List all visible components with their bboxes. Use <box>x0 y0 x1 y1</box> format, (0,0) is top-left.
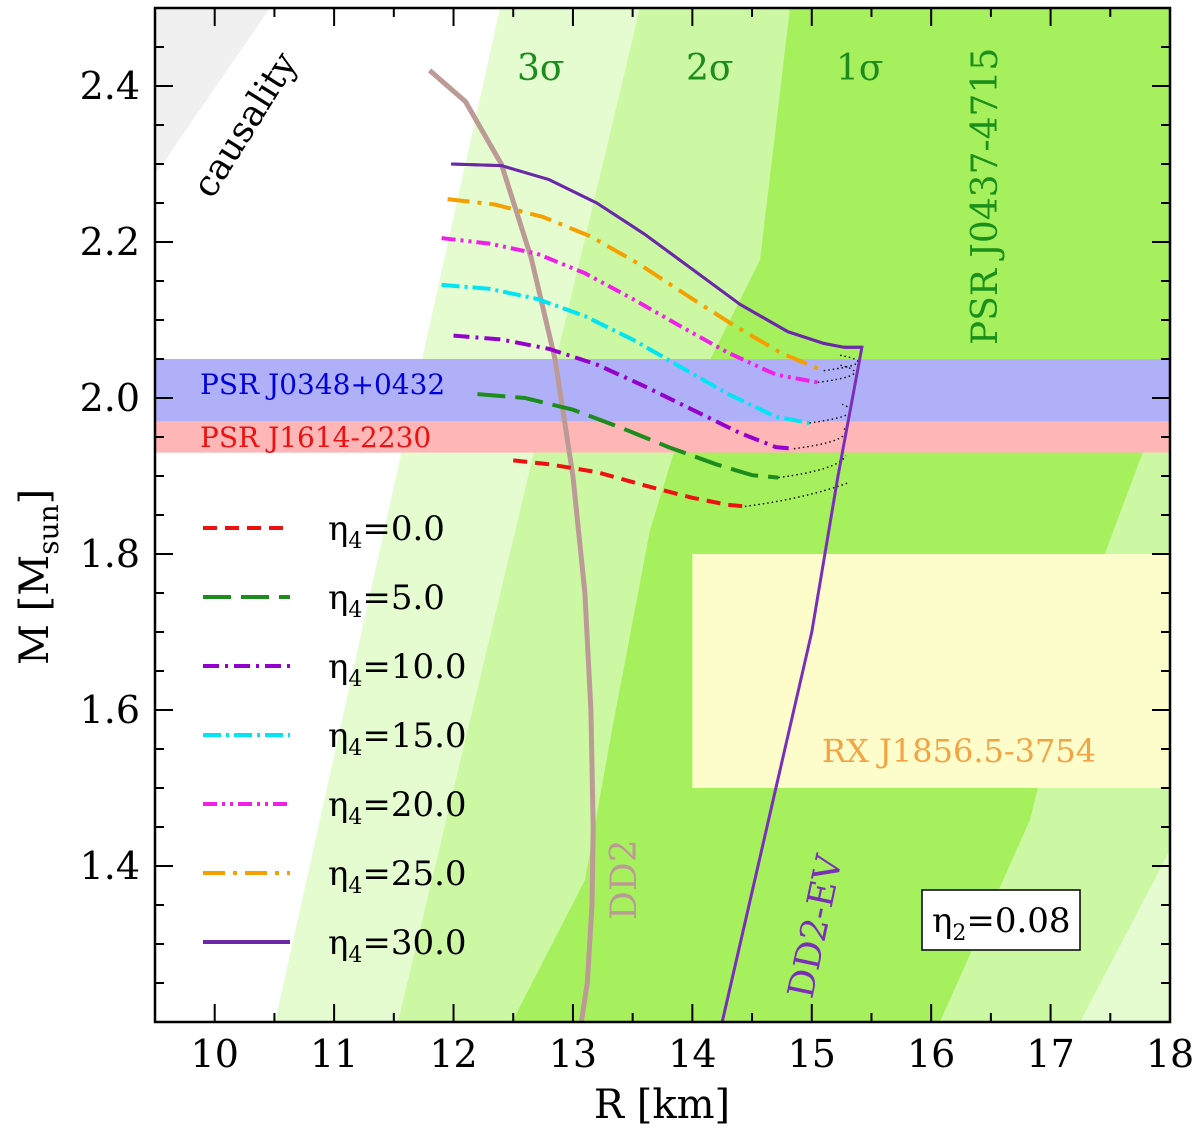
sigma2-label: 2σ <box>686 48 733 89</box>
x-tick-label: 12 <box>429 1032 477 1076</box>
series-line-eta4-6 <box>451 162 862 349</box>
legend-label: η4=5.0 <box>328 578 445 623</box>
sequence-connector <box>744 482 848 508</box>
parameter-box-frame <box>921 889 1081 951</box>
y-tick-label: 2.4 <box>80 64 140 108</box>
sigma3-label: 3σ <box>517 48 564 89</box>
y-tick-label: 1.4 <box>80 844 140 888</box>
causality-region <box>155 8 270 175</box>
legend-label: η4=15.0 <box>328 716 467 761</box>
legend: η4=0.0 η4=5.0 η4=10.0 η4=15.0 η4=20.0 η4=25.0… <box>203 509 467 968</box>
series-line-eta4-1 <box>477 392 779 480</box>
y-tick-label: 1.6 <box>80 688 140 732</box>
x-tick-label: 16 <box>907 1032 955 1076</box>
legend-label: η4=30.0 <box>328 923 467 968</box>
x-tick-label: 14 <box>668 1032 716 1076</box>
y-tick-label: 2.2 <box>80 220 140 264</box>
x-tick-label: 11 <box>310 1032 358 1076</box>
psr-j0348-label: PSR J0348+0432 <box>200 368 445 401</box>
dd2-curve-label: DD2 <box>604 839 645 920</box>
parameter-box: η2=0.08 <box>921 889 1081 951</box>
sigma1-label: 1σ <box>836 48 883 89</box>
y-tick-label: 2.0 <box>80 376 140 420</box>
psr-j0348-band <box>155 359 1170 422</box>
psr-j0437-label: PSR J0437-4715 <box>965 48 1006 345</box>
series-line-eta4-5 <box>447 197 825 373</box>
x-tick-label: 17 <box>1026 1032 1074 1076</box>
series-line-eta4-3 <box>441 282 810 425</box>
sigma3-outer-right-region <box>1080 850 1170 1022</box>
legend-label: η4=10.0 <box>328 647 467 692</box>
legend-label: η4=25.0 <box>328 854 467 899</box>
axis-ticks <box>154 7 1171 1023</box>
rx-j1856-region <box>692 554 1170 788</box>
dd2-curve <box>427 68 596 1022</box>
sequence-connector <box>823 354 859 372</box>
y-tick-label: 1.8 <box>80 532 140 576</box>
background-regions <box>155 8 1170 1022</box>
x-tick-label: 18 <box>1146 1032 1194 1076</box>
x-tick-label: 10 <box>191 1032 239 1076</box>
sequence-connector <box>778 455 847 479</box>
legend-label: η4=20.0 <box>328 785 467 830</box>
sequence-connector <box>817 364 856 384</box>
x-tick-label: 13 <box>549 1032 597 1076</box>
sigma2-outer-right-region <box>940 380 1170 1022</box>
x-tick-label: 15 <box>788 1032 836 1076</box>
parameter-box-text: η2=0.08 <box>932 901 1071 946</box>
y-axis-label: M [Msun] <box>12 489 65 665</box>
psr-j1614-label: PSR J1614-2230 <box>200 421 431 454</box>
tick-labels: 10 11 12 13 14 15 16 17 18 1.4 1.6 1.8 2.0 2.2 2.4 <box>80 64 1195 1076</box>
sequence-connector <box>793 427 846 450</box>
sequence-connector <box>809 403 852 424</box>
psr-j1614-band <box>155 421 1170 453</box>
curves <box>427 68 864 1022</box>
series-line-eta4-4 <box>441 236 819 385</box>
rx-j1856-label: RX J1856.5-3754 <box>822 732 1096 770</box>
series-line-eta4-2 <box>453 333 795 451</box>
series-line-eta4-0 <box>512 458 746 509</box>
x-axis-label: R [km] <box>594 1082 730 1128</box>
legend-label: η4=0.0 <box>328 509 445 554</box>
